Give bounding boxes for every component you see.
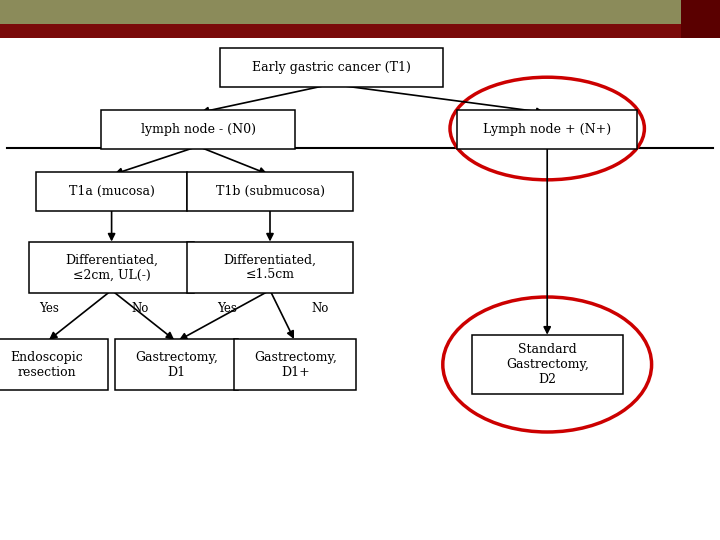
Text: No: No — [132, 302, 149, 315]
Bar — [681, 0, 720, 38]
Text: Yes: Yes — [217, 302, 237, 315]
Text: Lymph node + (N+): Lymph node + (N+) — [483, 123, 611, 136]
FancyBboxPatch shape — [472, 335, 623, 394]
FancyBboxPatch shape — [0, 339, 108, 390]
Text: Endoscopic
resection: Endoscopic resection — [10, 350, 84, 379]
Text: T1a (mucosa): T1a (mucosa) — [68, 185, 155, 198]
Text: Gastrectomy,
D1: Gastrectomy, D1 — [135, 350, 218, 379]
Text: Early gastric cancer (T1): Early gastric cancer (T1) — [252, 61, 410, 74]
FancyBboxPatch shape — [220, 48, 443, 87]
Text: Gastrectomy,
D1+: Gastrectomy, D1+ — [253, 350, 337, 379]
Bar — [0, 24, 720, 38]
Text: lymph node - (N0): lymph node - (N0) — [140, 123, 256, 136]
FancyBboxPatch shape — [36, 172, 187, 211]
Text: No: No — [312, 302, 329, 315]
Text: Differentiated,
≤2cm, UL(-): Differentiated, ≤2cm, UL(-) — [65, 253, 158, 281]
Bar — [0, 0, 720, 24]
FancyBboxPatch shape — [187, 241, 353, 293]
FancyBboxPatch shape — [457, 110, 637, 149]
FancyBboxPatch shape — [101, 110, 295, 149]
Text: T1b (submucosa): T1b (submucosa) — [215, 185, 325, 198]
Text: Yes: Yes — [39, 302, 59, 315]
Text: Differentiated,
≤1.5cm: Differentiated, ≤1.5cm — [223, 253, 317, 281]
FancyBboxPatch shape — [115, 339, 238, 390]
Text: Standard
Gastrectomy,
D2: Standard Gastrectomy, D2 — [505, 343, 589, 386]
FancyBboxPatch shape — [29, 241, 194, 293]
FancyBboxPatch shape — [187, 172, 353, 211]
FancyBboxPatch shape — [234, 339, 356, 390]
